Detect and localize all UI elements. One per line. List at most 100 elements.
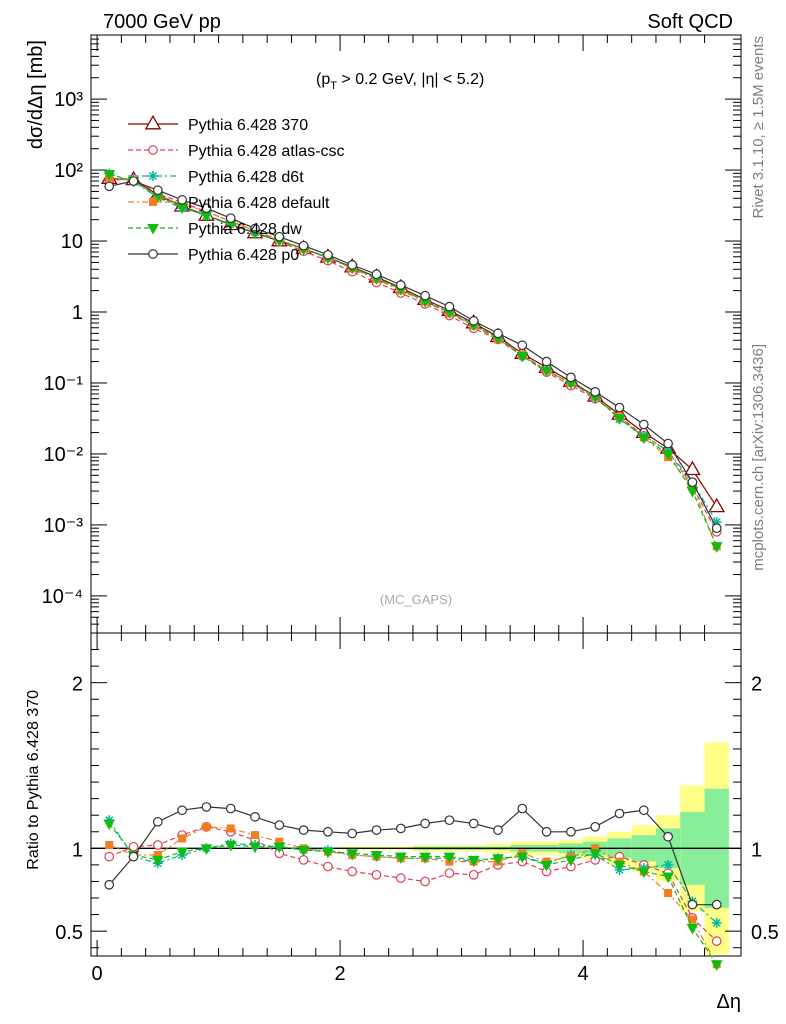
ratio-data-point: [589, 849, 602, 860]
main-data-point: [517, 340, 528, 351]
ratio-data-point: [224, 841, 237, 852]
x-tick-label: 2: [335, 963, 346, 985]
main-data-point: [347, 260, 358, 270]
header-left-label: 7000 GeV pp: [103, 11, 221, 33]
ratio-data-point: [591, 844, 600, 853]
ratio-data-point: [200, 844, 213, 855]
ratio-data-point: [420, 876, 430, 887]
main-data-point: [540, 366, 553, 378]
rivet-version-label: Rivet 3.1.10, ≥ 1.5M events: [750, 36, 767, 219]
main-data-point: [687, 477, 698, 488]
ratio-data-point: [201, 802, 212, 812]
ratio-data-point: [637, 867, 650, 879]
ratio-data-point: [541, 826, 552, 837]
ratio-data-point: [614, 808, 625, 819]
ratio-data-point: [664, 889, 673, 898]
main-data-point: [225, 213, 236, 224]
ratio-data-point: [104, 879, 115, 890]
legend-label: Pythia 6.428 p0: [188, 247, 299, 264]
main-y-tick-label: 10³: [54, 89, 83, 111]
legend-marker: [148, 171, 158, 181]
ratio-data-point: [394, 852, 407, 864]
main-axis-ticks: 10⁻⁴ 10⁻³ 10⁻² 10⁻¹ 1 10 10² 10³: [42, 34, 741, 634]
main-data-point: [444, 301, 455, 312]
main-data-point: [177, 195, 187, 205]
legend-label: Pythia 6.428 dw: [188, 221, 302, 238]
ratio-data-point: [565, 855, 577, 867]
ratio-data-point: [275, 837, 284, 846]
ratio-data-point: [347, 866, 358, 877]
main-data-point: [613, 414, 626, 425]
ratio-data-point: [323, 826, 333, 837]
legend-entry: Pythia 6.428 default: [128, 195, 330, 212]
legend-marker: [148, 249, 158, 259]
ratio-data-point: [152, 840, 163, 850]
analysis-label: (MC_GAPS): [380, 592, 452, 607]
ratio-data-point: [273, 842, 286, 854]
ratio-data-point: [492, 854, 504, 865]
ratio-data-point: [711, 936, 722, 946]
main-data-point: [250, 223, 260, 234]
ratio-data-point: [419, 852, 431, 864]
ratio-data-point: [468, 869, 479, 880]
main-y-tick-label: 10⁻⁴: [42, 586, 83, 608]
cut-annotation-sub: T: [330, 80, 337, 92]
ratio-data-point: [468, 818, 479, 829]
ratio-data-point: [517, 803, 528, 814]
main-y-axis-label: dσ/dΔη [mb]: [25, 40, 47, 149]
ratio-series-line: [108, 819, 718, 924]
legend-marker: [144, 114, 162, 130]
ratio-data-point: [103, 819, 116, 831]
x-tick-label: 0: [92, 963, 103, 985]
legend-entry: Pythia 6.428 d6t: [128, 169, 304, 186]
mcplots-label: mcplots.cern.ch [arXiv:1306.3436]: [750, 344, 767, 571]
main-data-point: [298, 240, 309, 251]
main-data-point: [710, 542, 723, 553]
ratio-data-point: [663, 831, 673, 842]
ratio-data-point: [395, 873, 406, 883]
ratio-data-point: [711, 917, 722, 928]
legend-marker: [147, 224, 159, 235]
ratio-data-point: [226, 824, 235, 833]
ratio-data-point: [444, 868, 455, 879]
main-data-point: [128, 176, 139, 186]
ratio-y-tick-label: 0.5: [55, 922, 83, 944]
main-series-group: [100, 168, 726, 553]
main-data-point: [637, 433, 650, 445]
ratio-data-point: [590, 821, 601, 832]
main-data-point: [662, 449, 674, 461]
main-data-point: [323, 249, 333, 260]
ratio-data-point: [371, 869, 382, 880]
legend-entry: Pythia 6.428 370: [128, 114, 308, 134]
main-y-tick-label: 10²: [54, 160, 83, 182]
ratio-data-point: [104, 851, 115, 862]
ratio-data-point: [540, 860, 553, 872]
main-data-point: [711, 523, 722, 534]
ratio-data-point: [298, 855, 309, 865]
ratio-data-point: [420, 818, 430, 829]
main-data-point: [614, 402, 625, 413]
ratio-data-point: [688, 915, 697, 924]
ratio-y-tick-label-right: 2: [751, 674, 762, 696]
ratio-data-point: [370, 850, 383, 862]
ratio-data-point: [323, 861, 333, 872]
main-data-point: [493, 328, 503, 339]
ratio-data-point: [710, 960, 723, 971]
header-right-label: Soft QCD: [647, 11, 733, 33]
main-data-point: [395, 280, 406, 290]
cut-annotation-rest: > 0.2 GeV, |η| < 5.2): [337, 71, 484, 88]
ratio-data-point: [225, 803, 236, 814]
ratio-data-point: [663, 859, 674, 870]
ratio-series-4: [104, 802, 722, 910]
legend-label: Pythia 6.428 370: [188, 117, 308, 134]
x-tick-label: 4: [577, 963, 588, 985]
main-data-point: [420, 290, 430, 301]
ratio-data-point: [371, 825, 382, 835]
legend-entry: Pythia 6.428 dw: [128, 221, 302, 238]
main-data-point: [711, 516, 722, 527]
main-data-point: [663, 438, 673, 449]
main-y-tick-label: 10⁻¹: [44, 373, 84, 395]
ratio-data-point: [152, 816, 163, 827]
main-data-point: [103, 170, 116, 181]
